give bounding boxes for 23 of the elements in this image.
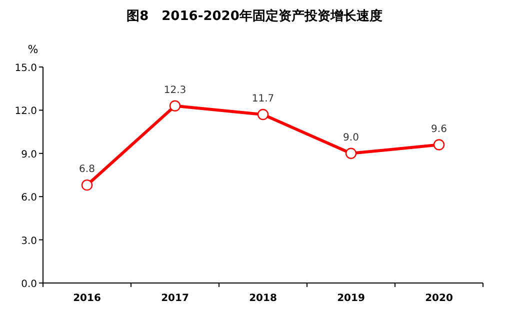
x-tick-label: 2018 (249, 293, 277, 304)
point (433, 139, 445, 150)
y-axis-title: % (28, 43, 38, 56)
data-label: 12.3 (164, 84, 186, 96)
x-tick-label: 2017 (161, 293, 189, 304)
x-tick-label: 2020 (425, 293, 453, 304)
point (257, 108, 269, 120)
data-label: 9.0 (343, 132, 359, 144)
y-tick-label: 6.0 (21, 192, 37, 204)
x-tick-label: 2019 (337, 293, 365, 304)
data-label: 11.7 (252, 94, 274, 105)
y-tick-label: 12.0 (14, 106, 37, 118)
x-tick-label: 2016 (73, 293, 101, 304)
point (169, 100, 181, 112)
chart-title: 图8 2016-2020年固定资产投资增长速度 (126, 8, 382, 24)
point (81, 179, 93, 191)
point (345, 148, 357, 159)
data-label: 6.8 (79, 164, 95, 176)
y-tick-label: 9.0 (21, 149, 37, 160)
y-tick-label: 3.0 (21, 236, 37, 247)
y-tick-label: 15.0 (14, 63, 37, 74)
data-label: 9.6 (431, 124, 447, 135)
y-tick-label: 0.0 (21, 279, 37, 290)
